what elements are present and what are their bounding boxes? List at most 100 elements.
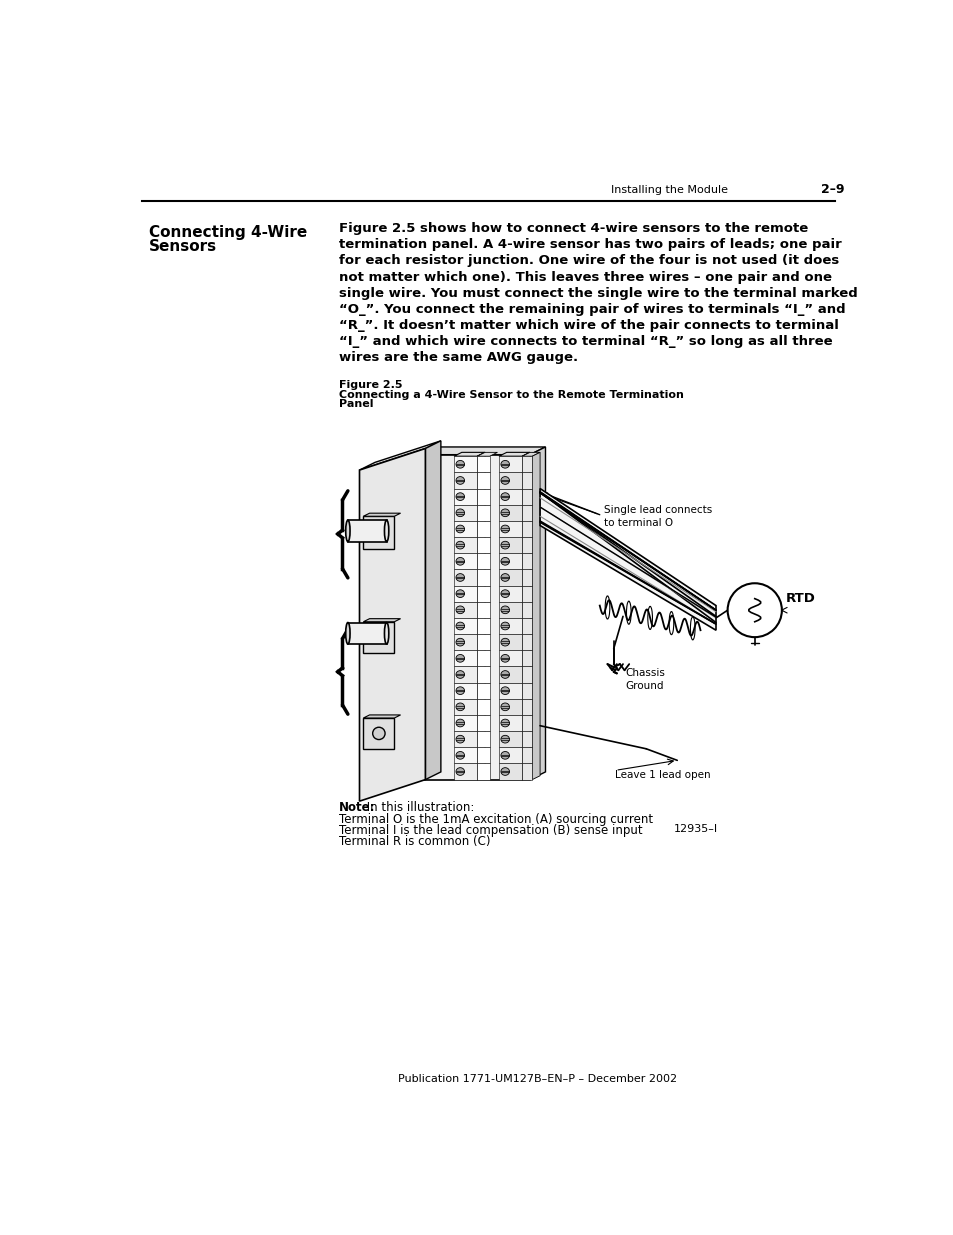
Polygon shape (521, 763, 532, 779)
Polygon shape (476, 505, 489, 521)
Text: Connecting a 4-Wire Sensor to the Remote Termination: Connecting a 4-Wire Sensor to the Remote… (338, 390, 682, 400)
Text: Panel: Panel (338, 399, 373, 409)
Text: 12935–I: 12935–I (673, 824, 717, 835)
Text: Figure 2.5: Figure 2.5 (338, 380, 401, 390)
Ellipse shape (500, 557, 509, 566)
Polygon shape (454, 618, 476, 634)
Polygon shape (521, 452, 539, 456)
Text: “O_”. You connect the remaining pair of wires to terminals “I_” and: “O_”. You connect the remaining pair of … (338, 303, 844, 316)
Text: Single lead connects
to terminal O: Single lead connects to terminal O (603, 505, 711, 527)
Text: Leave 1 lead open: Leave 1 lead open (615, 771, 710, 781)
Ellipse shape (456, 557, 464, 566)
Polygon shape (476, 715, 489, 731)
Polygon shape (521, 618, 532, 634)
Polygon shape (454, 601, 476, 618)
Polygon shape (521, 651, 532, 667)
Ellipse shape (456, 525, 464, 532)
Ellipse shape (384, 622, 389, 645)
Polygon shape (476, 569, 489, 585)
Polygon shape (363, 715, 400, 718)
Polygon shape (521, 505, 532, 521)
Text: Terminal R is common (C): Terminal R is common (C) (338, 835, 490, 848)
Text: not matter which one). This leaves three wires – one pair and one: not matter which one). This leaves three… (338, 270, 831, 284)
Polygon shape (454, 651, 476, 667)
Polygon shape (498, 456, 521, 472)
Polygon shape (454, 634, 476, 651)
Polygon shape (532, 452, 539, 779)
Polygon shape (498, 683, 521, 699)
Polygon shape (476, 553, 489, 569)
Ellipse shape (345, 622, 350, 645)
Polygon shape (454, 667, 476, 683)
Text: In this illustration:: In this illustration: (363, 802, 475, 814)
Polygon shape (476, 699, 489, 715)
Ellipse shape (456, 622, 464, 630)
Polygon shape (454, 585, 476, 601)
Text: Note:: Note: (338, 802, 375, 814)
Ellipse shape (500, 493, 509, 500)
Polygon shape (498, 699, 521, 715)
Ellipse shape (456, 768, 464, 776)
Polygon shape (521, 601, 532, 618)
Polygon shape (476, 521, 489, 537)
Polygon shape (476, 618, 489, 634)
Polygon shape (498, 472, 521, 489)
Text: Publication 1771-UM127B–EN–P – December 2002: Publication 1771-UM127B–EN–P – December … (397, 1073, 677, 1084)
Polygon shape (476, 456, 489, 472)
Polygon shape (359, 448, 425, 802)
Polygon shape (521, 472, 532, 489)
Polygon shape (498, 585, 521, 601)
Ellipse shape (456, 655, 464, 662)
Polygon shape (476, 667, 489, 683)
Bar (348, 622, 386, 645)
Ellipse shape (456, 509, 464, 516)
Polygon shape (454, 683, 476, 699)
Polygon shape (498, 537, 521, 553)
Polygon shape (363, 718, 394, 748)
Ellipse shape (456, 719, 464, 727)
Polygon shape (498, 452, 530, 456)
Polygon shape (454, 763, 476, 779)
Ellipse shape (500, 573, 509, 582)
Polygon shape (454, 452, 484, 456)
Polygon shape (498, 763, 521, 779)
Polygon shape (498, 521, 521, 537)
Ellipse shape (500, 590, 509, 598)
Ellipse shape (500, 719, 509, 727)
Ellipse shape (456, 735, 464, 743)
Ellipse shape (500, 477, 509, 484)
Polygon shape (521, 667, 532, 683)
Text: Figure 2.5 shows how to connect 4-wire sensors to the remote: Figure 2.5 shows how to connect 4-wire s… (338, 222, 807, 235)
Polygon shape (476, 585, 489, 601)
Polygon shape (521, 553, 532, 569)
Polygon shape (454, 715, 476, 731)
Text: RTD: RTD (785, 592, 815, 605)
Polygon shape (454, 731, 476, 747)
Ellipse shape (456, 751, 464, 760)
Polygon shape (498, 634, 521, 651)
Ellipse shape (500, 751, 509, 760)
Polygon shape (454, 489, 476, 505)
Polygon shape (421, 454, 530, 779)
Polygon shape (363, 514, 400, 516)
Polygon shape (359, 441, 440, 471)
Polygon shape (530, 447, 545, 779)
Polygon shape (454, 553, 476, 569)
Polygon shape (521, 715, 532, 731)
Polygon shape (498, 601, 521, 618)
Ellipse shape (456, 477, 464, 484)
Text: Sensors: Sensors (149, 240, 216, 254)
Ellipse shape (500, 461, 509, 468)
Text: Terminal I is the lead compensation (B) sense input: Terminal I is the lead compensation (B) … (338, 824, 641, 837)
Ellipse shape (500, 735, 509, 743)
Polygon shape (521, 569, 532, 585)
Ellipse shape (500, 768, 509, 776)
Polygon shape (363, 619, 400, 621)
Ellipse shape (500, 671, 509, 678)
Polygon shape (521, 489, 532, 505)
Polygon shape (476, 683, 489, 699)
Polygon shape (498, 553, 521, 569)
Polygon shape (521, 585, 532, 601)
Polygon shape (521, 452, 530, 779)
Polygon shape (454, 521, 476, 537)
